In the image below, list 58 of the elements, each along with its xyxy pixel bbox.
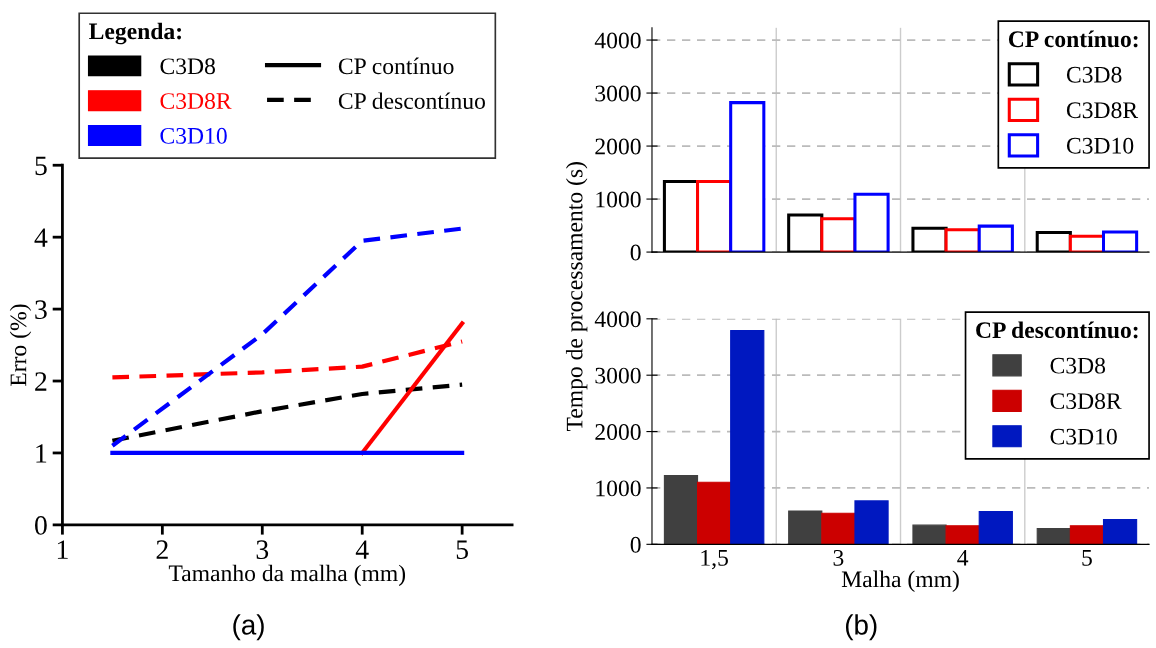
legend-label: C3D10 bbox=[1050, 428, 1117, 445]
legend-title: CP descontínuo: bbox=[976, 321, 1138, 339]
legend-label: C3D8R bbox=[160, 93, 232, 110]
bar bbox=[663, 474, 699, 545]
x-tick-label: 5 bbox=[1082, 550, 1092, 566]
x-tick-label: 1 bbox=[57, 540, 68, 559]
x-tick-label: 5 bbox=[456, 540, 468, 560]
y-tick-label: 2 bbox=[35, 372, 47, 391]
y-tick-label: 0 bbox=[630, 536, 641, 553]
x-axis-title: Malha (mm) bbox=[841, 570, 959, 593]
bar bbox=[978, 511, 1013, 545]
x-tick-label: 3 bbox=[256, 540, 269, 560]
y-tick-label: 3 bbox=[35, 300, 47, 320]
legend-label: C3D8 bbox=[1050, 357, 1106, 374]
text: CP descontínuo bbox=[338, 92, 485, 110]
y-tick-label: 2000 bbox=[595, 424, 641, 440]
x-axis-title: Tamanho da malha (mm) bbox=[168, 564, 406, 587]
bar bbox=[821, 512, 856, 545]
legend-label: C3D8 bbox=[1066, 66, 1122, 83]
legend-label: C3D10 bbox=[160, 127, 227, 144]
bar bbox=[696, 481, 732, 545]
y-tick-label: 2000 bbox=[595, 138, 641, 155]
y-tick-label: 4000 bbox=[594, 32, 641, 49]
x-tick-label: 4 bbox=[957, 550, 969, 566]
x-tick-label: 2 bbox=[156, 540, 168, 559]
y-tick-label: 4000 bbox=[594, 311, 641, 328]
bar bbox=[788, 510, 823, 545]
legend-title: Legenda: bbox=[89, 22, 181, 45]
y-tick-label: 0 bbox=[35, 516, 47, 535]
text: (b) bbox=[845, 614, 877, 641]
legend-label: C3D8 bbox=[160, 58, 215, 75]
y-tick-label: 5 bbox=[35, 156, 47, 176]
x-tick-label: 1,5 bbox=[701, 549, 728, 570]
bar bbox=[912, 524, 947, 545]
line-series bbox=[110, 382, 465, 443]
bar bbox=[1102, 518, 1138, 545]
x-tick-label: 3 bbox=[833, 549, 844, 566]
y-axis-title: Erro (%) bbox=[9, 304, 32, 386]
legend-label: C3D10 bbox=[1066, 137, 1134, 154]
y-axis-title: Tempo de processamento (s) bbox=[565, 162, 588, 432]
y-tick-label: 4 bbox=[34, 228, 48, 247]
y-tick-label: 1000 bbox=[596, 480, 641, 497]
bar bbox=[730, 330, 765, 545]
y-tick-label: 3000 bbox=[595, 367, 641, 384]
bar bbox=[945, 525, 980, 545]
x-tick-label: 4 bbox=[355, 540, 369, 559]
y-tick-label: 0 bbox=[630, 244, 641, 261]
bar bbox=[1069, 525, 1105, 545]
y-tick-label: 3000 bbox=[595, 85, 641, 102]
y-tick-label: 1000 bbox=[596, 191, 641, 208]
y-tick-label: 1 bbox=[36, 444, 47, 463]
legend-label: C3D8R bbox=[1066, 102, 1139, 119]
legend-label: C3D8R bbox=[1050, 393, 1122, 410]
bar bbox=[854, 500, 889, 545]
bar bbox=[1036, 527, 1071, 545]
text: (a) bbox=[233, 614, 264, 641]
text: CP contínuo bbox=[338, 57, 454, 75]
legend-title: CP contínuo: bbox=[1008, 30, 1138, 48]
